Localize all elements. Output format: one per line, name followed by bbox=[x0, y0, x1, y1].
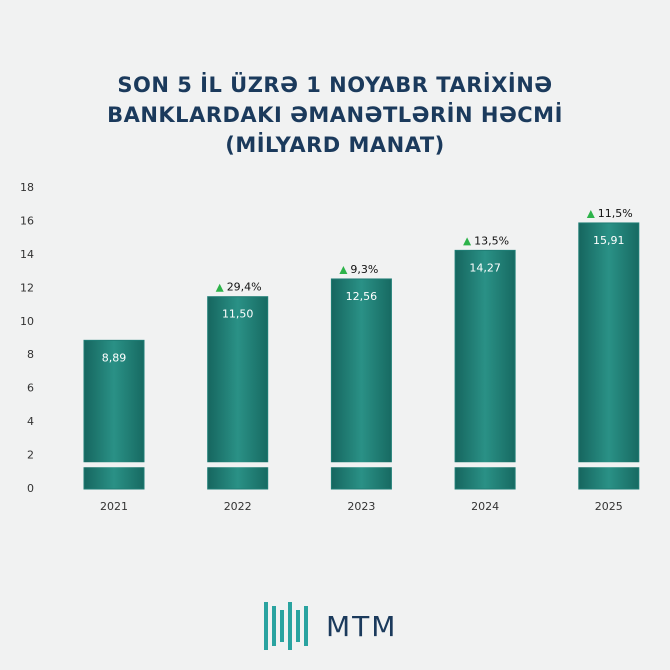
up-arrow bbox=[463, 237, 472, 246]
value-label: 14,27 bbox=[469, 261, 501, 274]
bar bbox=[454, 249, 516, 490]
x-tick-label: 2022 bbox=[224, 500, 252, 513]
axis-break bbox=[577, 462, 640, 468]
y-tick-label: 10 bbox=[20, 315, 34, 328]
y-tick-label: 16 bbox=[20, 214, 34, 227]
y-tick-label: 14 bbox=[20, 248, 34, 261]
y-tick-label: 12 bbox=[20, 281, 34, 294]
logo-icon bbox=[264, 602, 308, 650]
y-tick-label: 4 bbox=[27, 415, 34, 428]
axis-break bbox=[454, 462, 517, 468]
y-tick-label: 2 bbox=[27, 449, 34, 462]
bar bbox=[207, 296, 269, 490]
value-label: 8,89 bbox=[102, 351, 127, 364]
growth-label: 13,5% bbox=[474, 234, 509, 247]
growth-label: 9,3% bbox=[350, 263, 378, 276]
value-label: 11,50 bbox=[222, 308, 254, 321]
up-arrow bbox=[586, 209, 595, 218]
y-tick-label: 0 bbox=[27, 482, 34, 495]
x-tick-label: 2023 bbox=[347, 500, 375, 513]
bar bbox=[330, 278, 392, 490]
growth-label: 11,5% bbox=[598, 207, 633, 220]
y-tick-label: 6 bbox=[27, 382, 34, 395]
x-tick-label: 2025 bbox=[595, 500, 623, 513]
axis-break bbox=[330, 462, 393, 468]
up-arrow bbox=[215, 283, 224, 292]
axis-break bbox=[206, 462, 269, 468]
x-tick-label: 2021 bbox=[100, 500, 128, 513]
y-tick-label: 18 bbox=[20, 181, 34, 194]
value-label: 12,56 bbox=[346, 290, 378, 303]
logo: MTM bbox=[262, 600, 397, 652]
up-arrow bbox=[339, 265, 348, 274]
y-tick-label: 8 bbox=[27, 348, 34, 361]
growth-label: 29,4% bbox=[227, 281, 262, 294]
x-tick-label: 2024 bbox=[471, 500, 499, 513]
logo-text: MTM bbox=[326, 609, 398, 643]
value-label: 15,91 bbox=[593, 234, 625, 247]
bar bbox=[578, 222, 640, 490]
chart-title: SON 5 İL ÜZRƏ 1 NOYABR TARİXİNƏ BANKLARD… bbox=[107, 73, 563, 157]
axis-break bbox=[83, 462, 145, 468]
